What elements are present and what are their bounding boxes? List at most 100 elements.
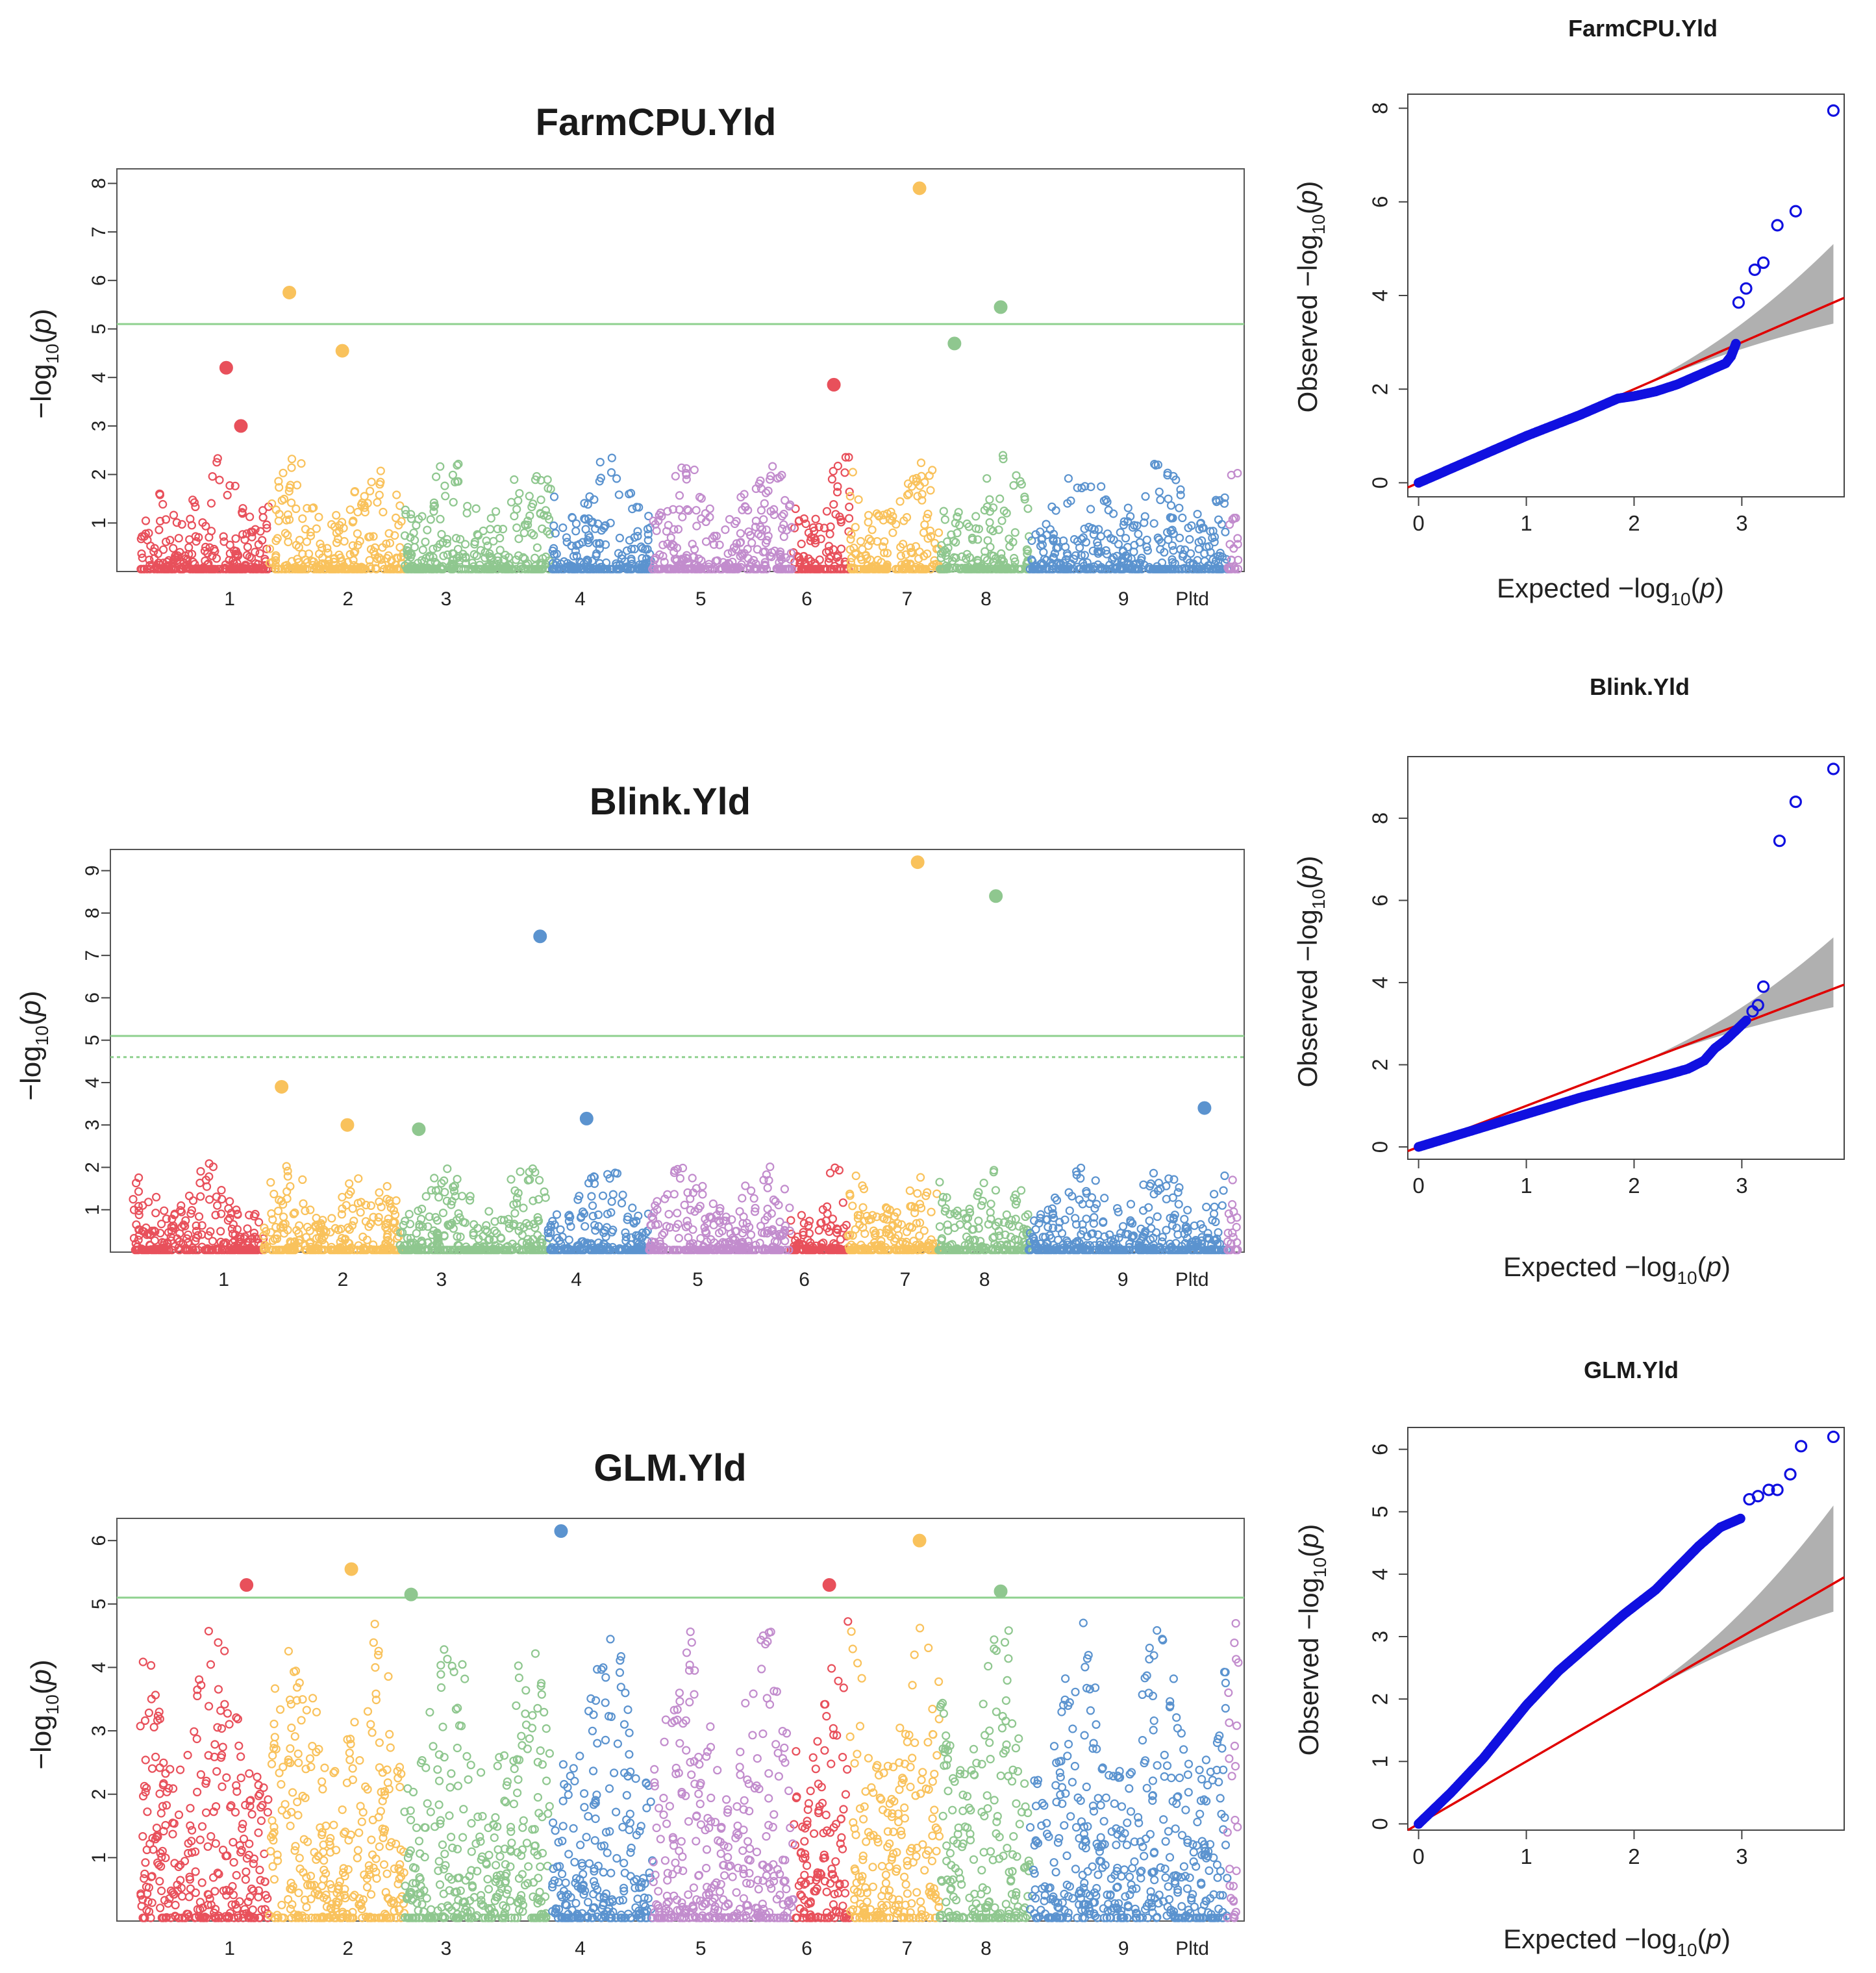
qq-panel-blink: Blink.Yld Observed −log10(p) Expected −l… [1292, 673, 1845, 1288]
manhattan-panel-glm: GLM.Yld −log10(p) 1 2 3 4 5 6 1 2 3 4 5 6 7 8 9 Pltd [25, 1447, 1245, 1959]
qq-tail-point [1827, 1430, 1840, 1444]
qq-tail-point [1773, 835, 1786, 848]
snp-points-series-1 [265, 455, 944, 573]
qq-panel-glm: GLM.Yld Observed −log10(p) Expected −log… [1294, 1357, 1845, 1960]
y-tick-label: 2 [88, 1789, 110, 1800]
significant-snp-point [404, 1587, 418, 1602]
y-tick-label: 0 [1368, 477, 1392, 488]
x-tick-label: 0 [1412, 1174, 1424, 1198]
qq-tail-point [1748, 263, 1761, 276]
y-tick-label: 1 [1368, 1755, 1392, 1767]
x-tick-label: 7 [900, 1269, 911, 1290]
significant-snp-point [234, 419, 248, 433]
y-tick-label: 4 [1368, 290, 1392, 301]
qq-tail-point [1827, 104, 1840, 117]
y-tick-label: 2 [1368, 383, 1392, 395]
significant-snp-point [579, 1111, 594, 1125]
y-tick-label: 4 [88, 1662, 110, 1673]
y-tick-label: 6 [88, 1535, 110, 1546]
x-tick-label: 2 [343, 588, 354, 610]
svg-text:−log10(p): −log10(p) [25, 308, 62, 418]
significant-snp-point [1197, 1101, 1212, 1115]
y-tick-label: 1 [88, 1852, 110, 1863]
qq-title-farmcpu: FarmCPU.Yld [1568, 15, 1718, 42]
snp-points-series-4 [645, 1162, 1242, 1255]
y-tick-label: 4 [82, 1077, 103, 1088]
x-tick-label: 8 [979, 1269, 990, 1290]
y-tick-label: 6 [82, 992, 103, 1003]
y-tick-label: 3 [88, 1726, 110, 1737]
manhattan-title-glm: GLM.Yld [594, 1447, 746, 1489]
reference-line [1407, 1576, 1845, 1831]
x-tick-label: 2 [1628, 1844, 1640, 1868]
x-tick-label: 7 [902, 588, 913, 610]
qq-tail-point [1789, 795, 1802, 809]
manhattan-ylabel-farmcpu: −log10(p) [25, 308, 62, 418]
confidence-band [1623, 937, 1834, 1069]
y-tick-label: 1 [82, 1204, 103, 1215]
x-tick-label: Pltd [1175, 588, 1209, 610]
qq-tail-point [1751, 1490, 1764, 1503]
y-tick-label: 8 [1368, 812, 1392, 824]
y-tick-label: 2 [1368, 1693, 1392, 1705]
significant-snp-point [912, 181, 927, 195]
y-tick-label: 7 [88, 227, 110, 238]
significant-snp-point [910, 855, 925, 870]
qq-points-curve [1414, 1015, 1751, 1152]
significant-snp-point [554, 1524, 568, 1539]
y-tick-label: 5 [88, 1598, 110, 1609]
manhattan-plot-area-farmcpu: 1 2 3 4 5 6 7 8 1 2 3 4 5 6 7 8 9 Pltd [88, 168, 1245, 610]
x-tick-label: 8 [981, 1938, 992, 1959]
snp-points-series-4 [648, 462, 1243, 573]
x-tick-label: 5 [695, 588, 707, 610]
x-tick-label: 5 [695, 1938, 707, 1959]
x-tick-label: 8 [981, 588, 992, 610]
y-tick-label: 8 [88, 178, 110, 189]
snp-points-series-3 [544, 1163, 1231, 1255]
qq-plot-area-blink: 0 1 2 3 0 2 4 6 8 [1368, 756, 1845, 1198]
svg-text:−log10(p): −log10(p) [15, 990, 52, 1100]
y-tick-label: 5 [1368, 1506, 1392, 1518]
qq-plot-area-glm: 0 1 2 3 0 1 2 3 4 5 6 [1368, 1427, 1845, 1868]
x-tick-label: 3 [436, 1269, 447, 1290]
x-tick-label: 3 [1736, 1174, 1747, 1198]
x-tick-label: 1 [224, 1938, 235, 1959]
qq-title-glm: GLM.Yld [1584, 1357, 1679, 1383]
significant-snp-point [822, 1578, 836, 1592]
x-tick-label: 2 [343, 1938, 354, 1959]
snp-points-series-1 [265, 1620, 944, 1922]
qq-tail-point [1771, 1483, 1784, 1496]
qq-plot-area-farmcpu: 0 1 2 3 0 2 4 6 8 [1368, 94, 1845, 535]
y-tick-label: 5 [88, 323, 110, 334]
significant-snp-point [989, 889, 1003, 903]
x-tick-label: 3 [441, 588, 452, 610]
y-tick-label: 3 [1368, 1631, 1392, 1642]
significant-snp-point [335, 344, 349, 358]
y-tick-label: 6 [1368, 196, 1392, 208]
qq-xlabel-blink: Expected −log10(p) [1503, 1251, 1731, 1288]
qq-tail-point [1795, 1440, 1808, 1453]
significant-snp-point [533, 929, 547, 944]
svg-text:Observed −log10(p): Observed −log10(p) [1292, 181, 1329, 413]
y-tick-label: 3 [82, 1120, 103, 1131]
x-tick-label: 3 [1736, 1844, 1747, 1868]
x-tick-label: 3 [1736, 511, 1747, 535]
significant-snp-point [275, 1079, 289, 1094]
svg-text:Observed −log10(p): Observed −log10(p) [1294, 1524, 1330, 1756]
x-tick-label: 4 [571, 1269, 582, 1290]
confidence-band [1623, 1505, 1834, 1705]
y-tick-label: 6 [88, 275, 110, 286]
y-tick-label: 2 [82, 1162, 103, 1173]
ylabel-p-italic: p [25, 318, 57, 335]
x-tick-label: 1 [1520, 511, 1532, 535]
significant-snp-point [412, 1122, 426, 1137]
x-tick-label: 6 [801, 1938, 812, 1959]
qq-tail-point [1771, 219, 1784, 232]
qq-tail-point [1751, 999, 1764, 1012]
x-tick-label: 1 [218, 1269, 229, 1290]
y-tick-label: 2 [1368, 1059, 1392, 1070]
qq-panel-farmcpu: FarmCPU.Yld Observed −log10(p) Expected … [1292, 15, 1845, 609]
qq-points-curve [1414, 338, 1741, 488]
x-tick-label: 5 [692, 1269, 703, 1290]
x-tick-label: 6 [799, 1269, 810, 1290]
